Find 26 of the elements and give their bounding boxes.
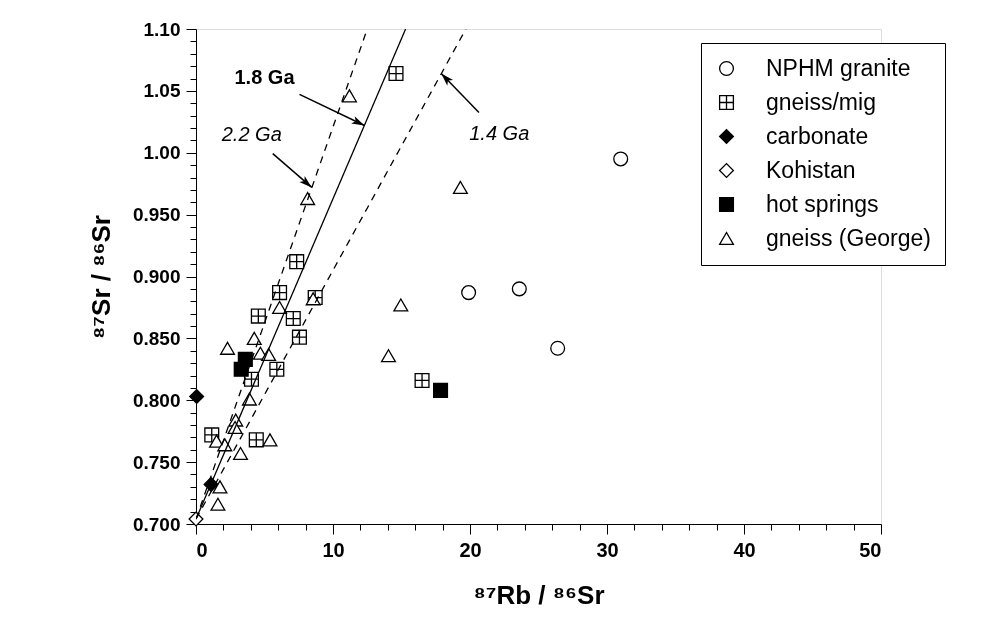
- annotation: 1.4 Ga: [469, 121, 530, 144]
- legend-label: Kohistan: [766, 156, 856, 183]
- legend-label: carbonate: [766, 122, 869, 149]
- y-tick-label: 0.900: [132, 266, 181, 287]
- x-axis-title: ⁸⁷Rb / ⁸⁶Sr: [473, 579, 605, 610]
- legend-label: hot springs: [766, 190, 879, 217]
- legend-label: NPHM granite: [766, 54, 911, 81]
- y-axis-title: ⁸⁷Sr / ⁸⁶Sr: [85, 215, 116, 339]
- y-tick-label: 0.700: [132, 513, 181, 535]
- y-tick-label: 0.950: [132, 204, 181, 226]
- y-tick-label: 0.750: [132, 451, 181, 473]
- annotation: 1.8 Ga: [234, 65, 296, 88]
- legend-label: gneiss (George): [766, 224, 931, 251]
- x-tick-label: 50: [859, 538, 882, 561]
- annotation: 2.2 Ga: [220, 123, 282, 146]
- y-tick-label: 0.850: [132, 327, 181, 349]
- x-tick-label: 10: [322, 538, 345, 561]
- x-tick-label: 0: [196, 538, 208, 561]
- y-tick-label: 1.10: [143, 18, 181, 40]
- x-tick-label: 20: [459, 538, 482, 561]
- y-tick-label: 0.800: [132, 389, 181, 411]
- y-tick-label: 1.05: [143, 80, 181, 102]
- x-tick-label: 30: [596, 538, 619, 561]
- y-tick-label: 1.00: [143, 142, 181, 164]
- legend-label: gneiss/mig: [766, 88, 876, 115]
- x-tick-label: 40: [733, 538, 756, 561]
